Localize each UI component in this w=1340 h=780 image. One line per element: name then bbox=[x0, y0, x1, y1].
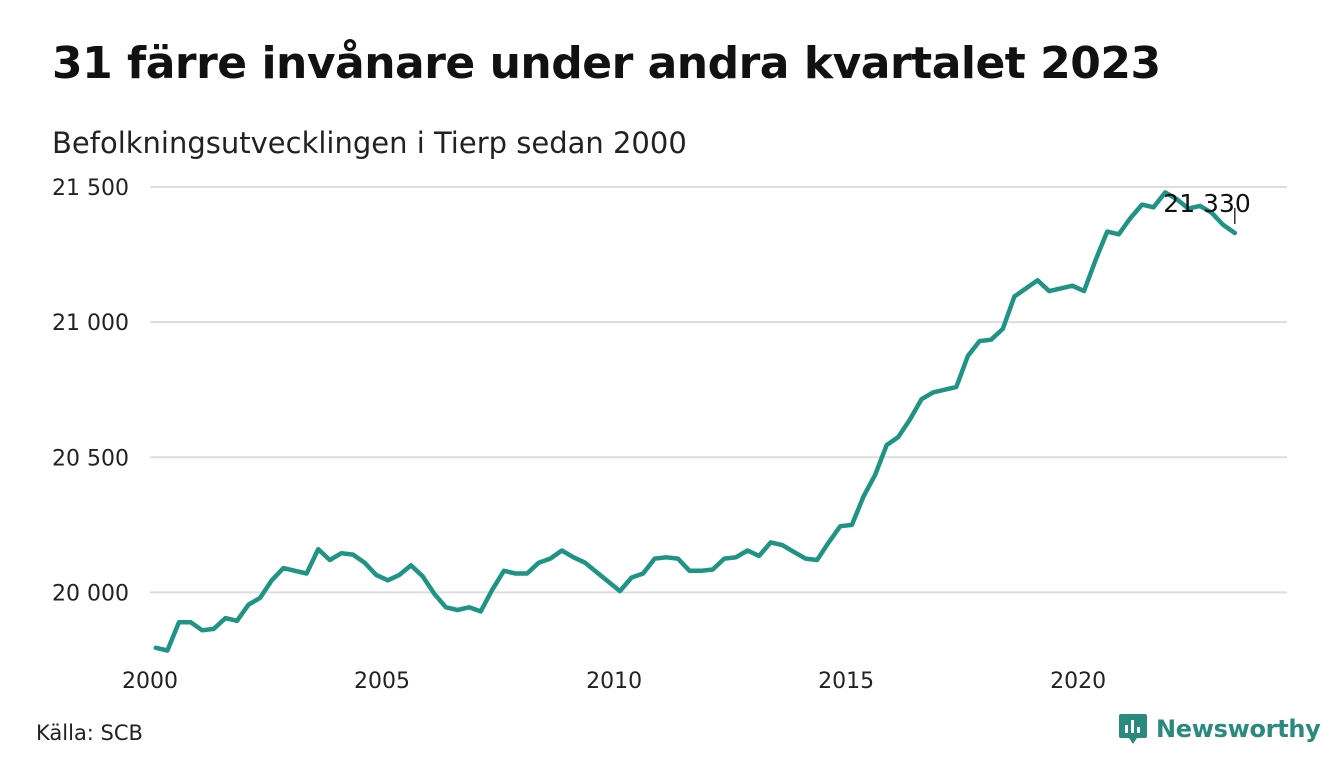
x-tick-label: 2005 bbox=[354, 669, 410, 694]
line-chart: 20 000 20 500 21 000 21 500 2000 2005 2010 2015… bbox=[52, 176, 1287, 694]
newsworthy-logo-icon bbox=[1119, 714, 1147, 744]
y-tick-label: 21 000 bbox=[52, 311, 129, 336]
x-tick-label: 2020 bbox=[1050, 669, 1106, 694]
source-label: Källa: SCB bbox=[36, 721, 143, 745]
chart-title: 31 färre invånare under andra kvartalet … bbox=[52, 38, 1161, 89]
x-tick-label: 2000 bbox=[122, 669, 178, 694]
brand-logo[interactable]: Newsworthy bbox=[1118, 712, 1321, 746]
brand-name: Newsworthy bbox=[1156, 715, 1321, 743]
y-tick-label: 20 500 bbox=[52, 446, 129, 471]
x-tick-label: 2010 bbox=[586, 669, 642, 694]
chart-subtitle: Befolkningsutvecklingen i Tierp sedan 20… bbox=[52, 126, 687, 160]
x-tick-label: 2015 bbox=[818, 669, 874, 694]
last-value-label: 21 330 bbox=[1163, 189, 1250, 218]
series-line bbox=[153, 190, 1238, 653]
y-tick-label: 20 000 bbox=[52, 581, 129, 606]
y-tick-label: 21 500 bbox=[52, 176, 129, 201]
